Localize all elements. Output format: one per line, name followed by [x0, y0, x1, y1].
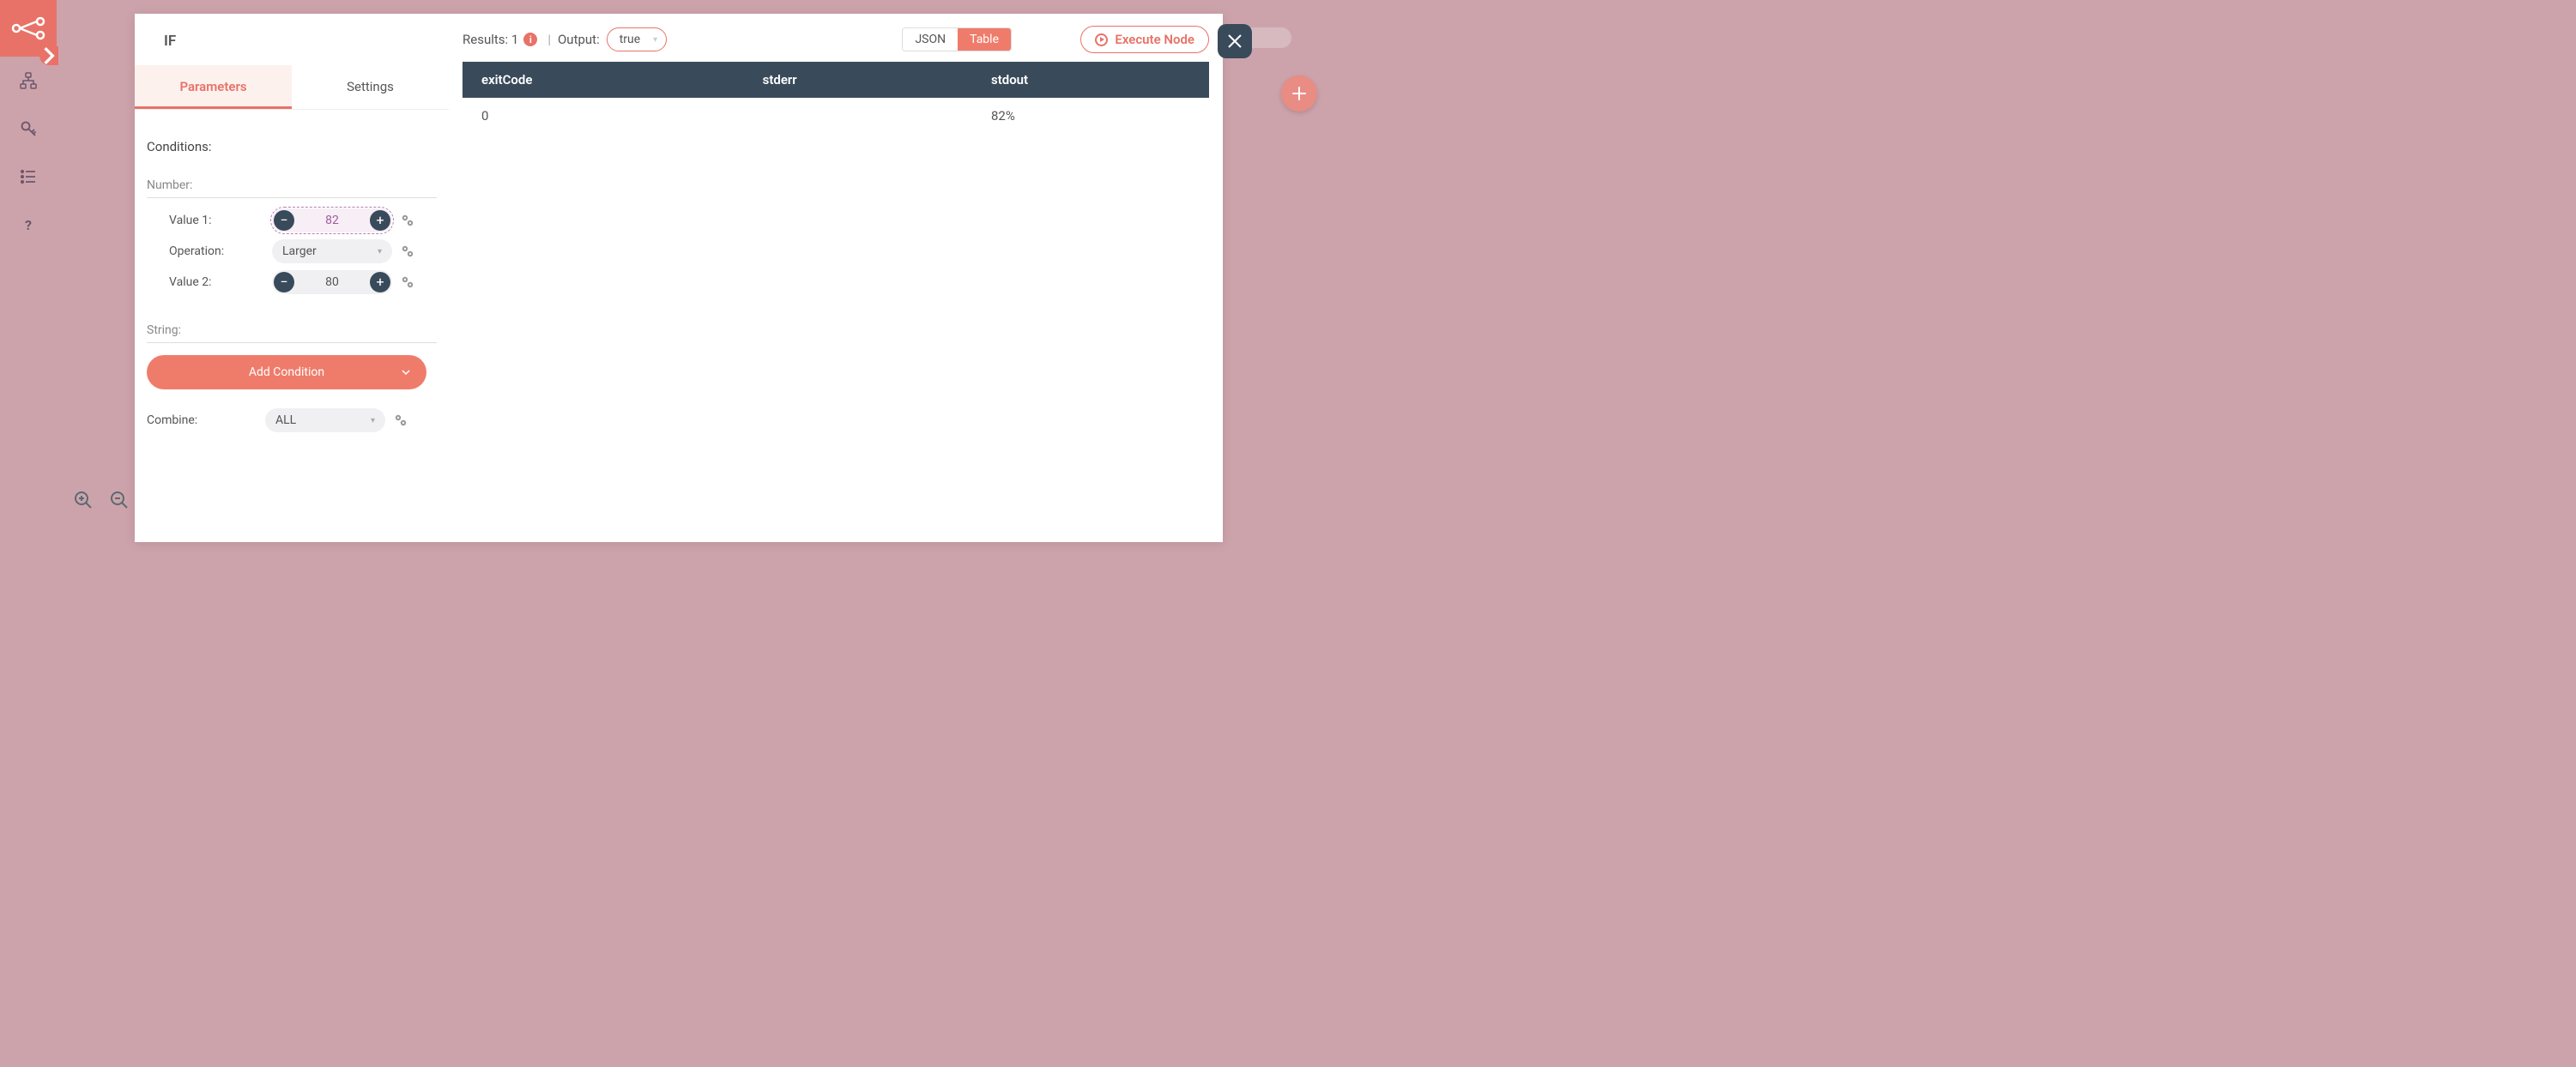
execute-label: Execute Node [1115, 32, 1194, 47]
node-editor-modal: IF Parameters Settings Conditions: Numbe… [135, 14, 1223, 542]
chevron-down-icon: ▾ [653, 35, 657, 45]
string-section-label: String: [147, 313, 437, 343]
sidebar-item-help[interactable]: ? [0, 201, 57, 249]
tab-parameters[interactable]: Parameters [135, 65, 292, 109]
cell-stdout: 82% [972, 98, 1209, 134]
divider: | [547, 32, 551, 47]
table-row[interactable]: 0 82% [463, 98, 1209, 134]
app-logo[interactable] [0, 0, 57, 57]
value1-decrement[interactable]: − [274, 210, 294, 231]
value1-increment[interactable]: + [370, 210, 390, 231]
value2-row: Value 2: − 80 + [147, 270, 437, 294]
add-condition-button[interactable]: Add Condition [147, 355, 426, 389]
cell-exitcode: 0 [463, 98, 744, 134]
col-exitcode: exitCode [463, 62, 744, 98]
results-table: exitCode stderr stdout 0 82% [463, 62, 1209, 134]
view-toggle: JSON Table [902, 27, 1012, 51]
sidebar-item-executions[interactable] [0, 153, 57, 201]
col-stderr: stderr [744, 62, 972, 98]
expand-sidebar-button[interactable] [39, 46, 58, 65]
value2-options-icon[interactable] [397, 274, 418, 290]
view-json-button[interactable]: JSON [903, 28, 958, 51]
panel-tabs: Parameters Settings [135, 65, 449, 110]
cell-stderr [744, 98, 972, 134]
operation-select[interactable]: Larger ▾ [272, 239, 392, 263]
node-title: IF [135, 14, 449, 65]
value1-options-icon[interactable] [397, 213, 418, 228]
tab-settings[interactable]: Settings [292, 65, 449, 109]
results-panel: Results: 1 i | Output: true ▾ JSON Table… [449, 14, 1223, 542]
results-label: Results: 1 [463, 32, 518, 47]
value2-increment[interactable]: + [370, 272, 390, 292]
value1-label: Value 1: [169, 214, 272, 227]
zoom-out-button[interactable] [105, 485, 134, 515]
value2-stepper: − 80 + [272, 270, 392, 294]
combine-label: Combine: [147, 413, 257, 427]
combine-value: ALL [275, 413, 296, 427]
chevron-down-icon: ▾ [371, 416, 375, 425]
combine-options-icon[interactable] [390, 413, 411, 428]
close-modal-button[interactable] [1218, 24, 1252, 58]
operation-row: Operation: Larger ▾ [147, 239, 437, 263]
value1-stepper: − 82 + [272, 208, 392, 232]
chevron-down-icon: ▾ [378, 247, 382, 256]
value2-input[interactable]: 80 [296, 275, 368, 289]
operation-options-icon[interactable] [397, 244, 418, 259]
conditions-label: Conditions: [147, 125, 437, 163]
output-value: true [620, 33, 640, 46]
svg-text:?: ? [25, 217, 32, 233]
zoom-in-button[interactable] [69, 485, 98, 515]
number-section-label: Number: [147, 168, 437, 198]
parameters-panel: IF Parameters Settings Conditions: Numbe… [135, 14, 449, 542]
operation-label: Operation: [169, 244, 272, 258]
col-stdout: stdout [972, 62, 1209, 98]
sidebar-item-credentials[interactable] [0, 105, 57, 153]
combine-row: Combine: ALL ▾ [147, 408, 437, 432]
add-node-button[interactable] [1281, 75, 1317, 112]
info-icon[interactable]: i [523, 33, 537, 46]
chevron-down-icon [401, 367, 411, 377]
main-sidebar: ? [0, 0, 57, 558]
add-condition-label: Add Condition [249, 365, 324, 379]
execute-node-button[interactable]: Execute Node [1080, 26, 1209, 53]
parameters-body: Conditions: Number: Value 1: − 82 + Oper… [135, 110, 449, 432]
value2-label: Value 2: [169, 275, 272, 289]
value1-row: Value 1: − 82 + [147, 208, 437, 232]
value2-decrement[interactable]: − [274, 272, 294, 292]
operation-value: Larger [282, 244, 317, 258]
results-bar: Results: 1 i | Output: true ▾ JSON Table… [463, 27, 1209, 51]
zoom-controls [69, 485, 134, 515]
view-table-button[interactable]: Table [958, 28, 1011, 51]
combine-select[interactable]: ALL ▾ [265, 408, 385, 432]
output-select[interactable]: true ▾ [607, 27, 667, 51]
output-label: Output: [558, 32, 600, 47]
play-icon [1095, 33, 1108, 46]
value1-input[interactable]: 82 [296, 214, 368, 227]
